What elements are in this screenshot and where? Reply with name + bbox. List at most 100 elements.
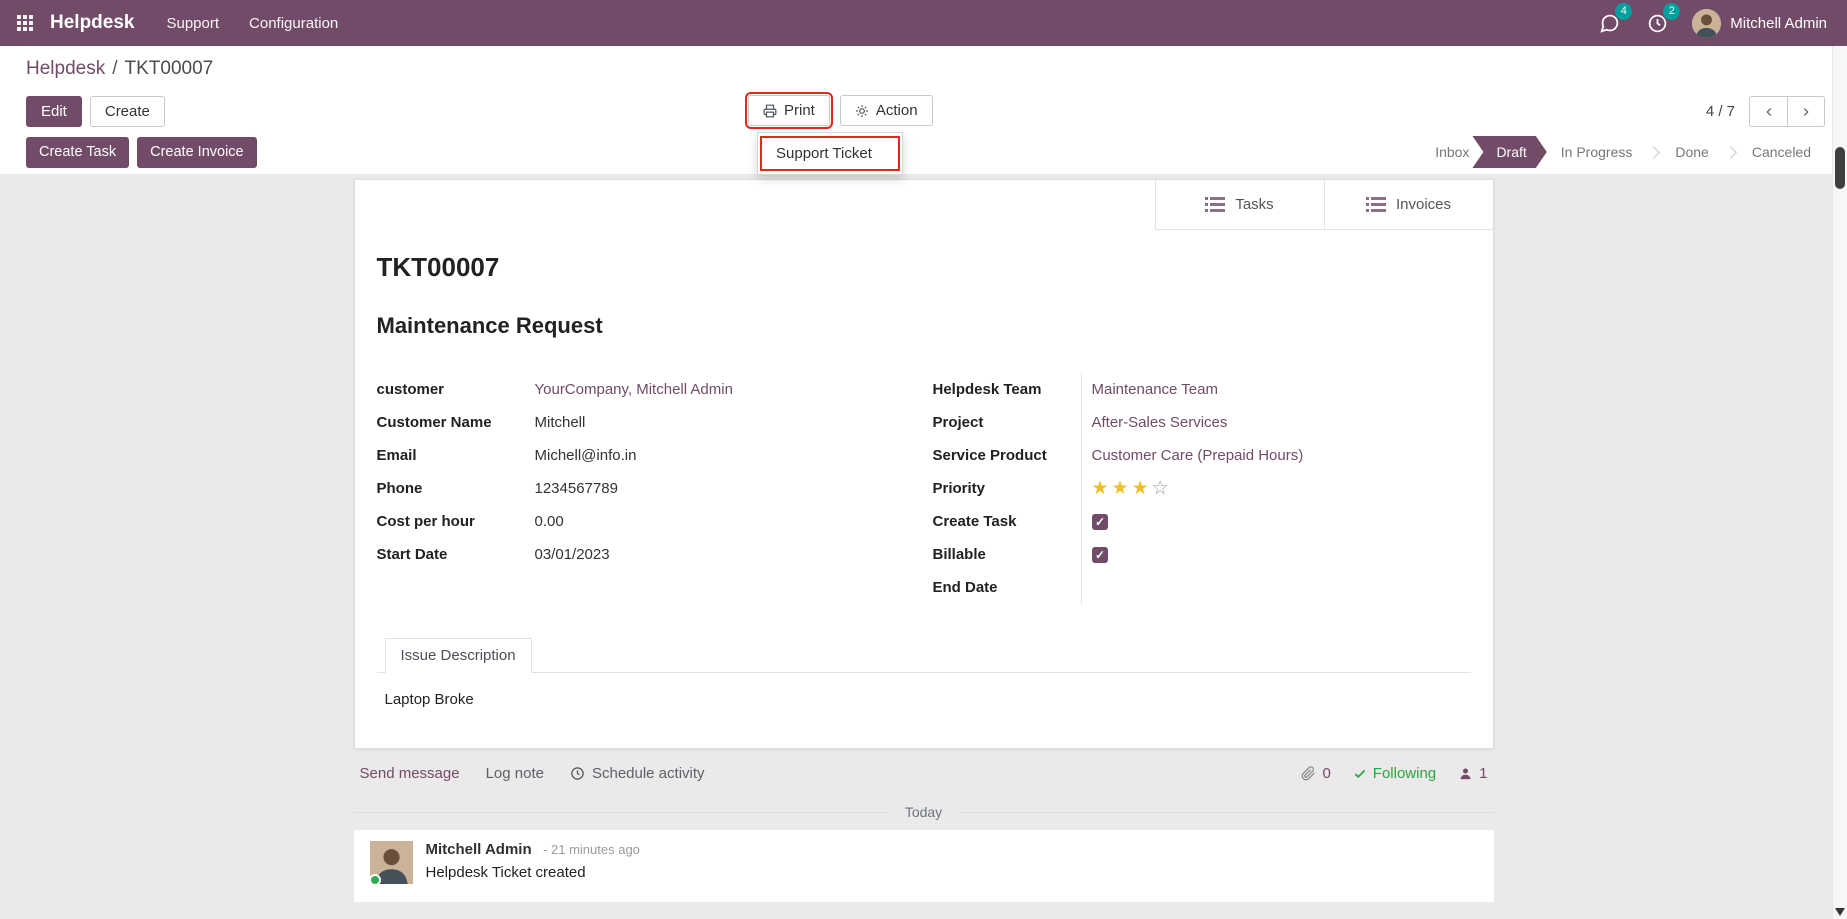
field-row-email: Email Michell@info.in (377, 439, 915, 472)
tasks-stat-button[interactable]: Tasks (1154, 180, 1324, 230)
field-value-service-product[interactable]: Customer Care (Prepaid Hours) (1091, 447, 1304, 464)
field-value-start-date: 03/01/2023 (534, 546, 610, 563)
statusbar-step-inbox[interactable]: Inbox (1421, 136, 1484, 168)
user-name: Mitchell Admin (1730, 14, 1827, 32)
clock-icon (1648, 14, 1667, 32)
issue-description-text: Laptop Broke (384, 691, 474, 708)
breadcrumb-separator: / (112, 58, 118, 79)
field-label-phone: Phone (376, 480, 423, 497)
field-row-project: Project After-Sales Services (933, 406, 1471, 439)
apps-menu-button[interactable] (0, 0, 50, 46)
field-label-customer: customer (376, 381, 445, 398)
stat-button-box: Tasks Invoices (355, 180, 1493, 230)
field-value-project[interactable]: After-Sales Services (1091, 414, 1228, 431)
tasks-stat-label: Tasks (1235, 196, 1274, 213)
edit-button[interactable]: Edit (26, 95, 82, 127)
notebook-tabs: Issue Description (376, 638, 1471, 673)
send-message-button[interactable]: Send message (359, 765, 460, 782)
field-label-create-task: Create Task (932, 513, 1017, 530)
schedule-activity-button[interactable]: Schedule activity (570, 765, 705, 782)
field-label-project: Project (932, 414, 984, 431)
field-label-end-date: End Date (932, 579, 998, 596)
pager-next-button[interactable] (1787, 97, 1824, 126)
statusbar-separator (1647, 145, 1661, 159)
scrollbar-thumb[interactable] (1835, 147, 1845, 189)
gear-icon (856, 104, 868, 117)
statusbar-step-draft[interactable]: Draft (1472, 136, 1546, 168)
field-row-customer: customer YourCompany, Mitchell Admin (377, 373, 915, 406)
statusbar-step-canceled[interactable]: Canceled (1737, 136, 1825, 168)
scrollbar-track[interactable] (1832, 46, 1847, 919)
star-icon[interactable]: ★ (1091, 478, 1112, 499)
invoices-stat-button[interactable]: Invoices (1323, 180, 1493, 230)
scroll-down-arrow-icon[interactable] (1835, 908, 1845, 916)
field-label-cost-per-hour: Cost per hour (376, 513, 475, 530)
pager-counter: 4 / 7 (1705, 103, 1735, 120)
field-row-cost-per-hour: Cost per hour 0.00 (377, 505, 915, 538)
chevron-right-icon (1803, 107, 1809, 116)
date-divider-label: Today (904, 804, 943, 820)
avatar (1692, 8, 1722, 38)
menu-configuration[interactable]: Configuration (249, 14, 339, 32)
following-button[interactable]: Following (1353, 765, 1436, 782)
following-label: Following (1372, 765, 1437, 782)
create-button[interactable]: Create (89, 95, 165, 127)
action-button[interactable]: Action (839, 95, 933, 126)
app-brand[interactable]: Helpdesk (50, 12, 135, 33)
right-field-group: Helpdesk Team Maintenance Team Project A… (933, 373, 1471, 604)
star-icon[interactable]: ★ (1111, 478, 1132, 499)
check-icon (1354, 769, 1366, 778)
billable-checkbox[interactable] (1091, 546, 1108, 563)
menu-item-support-ticket[interactable]: Support Ticket (760, 136, 900, 171)
field-row-customer-name: Customer Name Mitchell (377, 406, 915, 439)
activities-button[interactable]: 2 (1644, 3, 1681, 36)
notebook: Issue Description Laptop Broke (376, 638, 1471, 712)
tab-issue-description[interactable]: Issue Description (384, 638, 532, 673)
print-dropdown-menu: Support Ticket (757, 132, 903, 175)
attachments-count: 0 (1322, 765, 1331, 782)
apps-grid-icon (17, 15, 33, 31)
statusbar-step-in-progress[interactable]: In Progress (1546, 136, 1647, 168)
chatter: Send message Log note Schedule activity … (353, 749, 1494, 902)
statusbar-step-done[interactable]: Done (1661, 136, 1723, 168)
activities-badge: 2 (1663, 3, 1681, 20)
menu-support[interactable]: Support (166, 14, 220, 32)
create-task-button[interactable]: Create Task (26, 136, 130, 168)
print-button-label: Print (784, 102, 815, 119)
field-label-email: Email (376, 447, 417, 464)
attachments-button[interactable]: 0 (1301, 765, 1331, 782)
message-body: Helpdesk Ticket created (425, 864, 586, 881)
field-value-email: Michell@info.in (534, 447, 637, 464)
field-row-phone: Phone 1234567789 (377, 472, 915, 505)
chatter-message: Mitchell Admin - 21 minutes ago Helpdesk… (353, 830, 1494, 902)
messages-button[interactable]: 4 (1596, 3, 1633, 36)
log-note-button[interactable]: Log note (485, 765, 544, 782)
priority-stars: ★★★☆ (1092, 477, 1172, 500)
create-invoice-button[interactable]: Create Invoice (137, 136, 257, 168)
schedule-activity-label: Schedule activity (591, 765, 705, 782)
tasks-list-icon (1205, 196, 1226, 212)
pager-previous-button[interactable] (1750, 97, 1787, 126)
field-value-customer[interactable]: YourCompany, Mitchell Admin (534, 381, 733, 398)
field-label-customer-name: Customer Name (376, 414, 492, 431)
breadcrumb-helpdesk[interactable]: Helpdesk (26, 58, 106, 79)
field-row-end-date: End Date (933, 571, 1471, 604)
field-label-helpdesk-team: Helpdesk Team (932, 381, 1042, 398)
create-task-checkbox[interactable] (1091, 513, 1108, 530)
form-sheet: Tasks Invoices TKT00007 Maintenance Requ… (353, 179, 1494, 749)
action-button-label: Action (875, 102, 918, 119)
field-row-billable: Billable (933, 538, 1471, 571)
user-menu[interactable]: Mitchell Admin (1692, 8, 1827, 38)
print-button[interactable]: Print (745, 92, 833, 129)
message-author[interactable]: Mitchell Admin (425, 841, 532, 858)
field-value-helpdesk-team[interactable]: Maintenance Team (1091, 381, 1218, 398)
field-label-start-date: Start Date (376, 546, 448, 563)
ticket-reference: TKT00007 (376, 252, 500, 282)
date-divider: Today (353, 804, 1494, 820)
star-icon[interactable]: ★ (1131, 478, 1152, 499)
star-icon[interactable]: ☆ (1151, 478, 1172, 499)
messages-badge: 4 (1615, 3, 1633, 20)
statusbar: Inbox Draft In Progress Done Canceled (1421, 136, 1825, 168)
field-value-customer-name: Mitchell (534, 414, 586, 431)
followers-button[interactable]: 1 (1458, 765, 1488, 782)
